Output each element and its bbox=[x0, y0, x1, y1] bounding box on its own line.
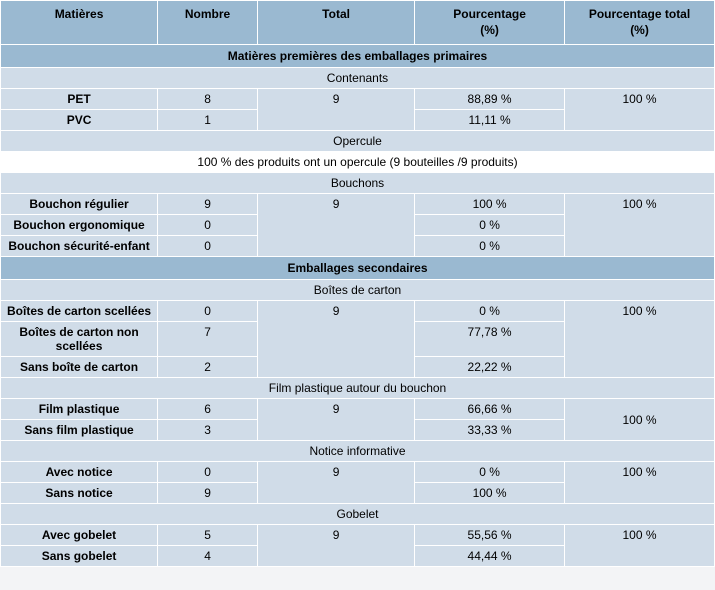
row-pcttotal: 100 % bbox=[565, 89, 715, 131]
subsection-row-film: Film plastique autour du bouchon bbox=[1, 378, 715, 399]
row-nb: 3 bbox=[158, 420, 258, 441]
row-pct: 0 % bbox=[415, 462, 565, 483]
row-total: 9 bbox=[258, 399, 415, 441]
section-title: Matières premières des emballages primai… bbox=[1, 45, 715, 68]
data-row: Avec notice 0 9 0 % 100 % bbox=[1, 462, 715, 483]
row-nb: 0 bbox=[158, 236, 258, 257]
row-label: Bouchon sécurité-enfant bbox=[1, 236, 158, 257]
row-nb: 6 bbox=[158, 399, 258, 420]
row-pcttotal: 100 % bbox=[565, 194, 715, 257]
subsection-title: Contenants bbox=[1, 68, 715, 89]
row-nb: 0 bbox=[158, 301, 258, 322]
row-total: 9 bbox=[258, 89, 415, 131]
data-row: Bouchon régulier 9 9 100 % 100 % bbox=[1, 194, 715, 215]
subsection-row-bouchons: Bouchons bbox=[1, 173, 715, 194]
subsection-title: Opercule bbox=[1, 131, 715, 152]
row-nb: 2 bbox=[158, 357, 258, 378]
row-nb: 0 bbox=[158, 215, 258, 236]
row-label: Film plastique bbox=[1, 399, 158, 420]
row-nb: 7 bbox=[158, 322, 258, 357]
row-label: Avec notice bbox=[1, 462, 158, 483]
row-label: Sans notice bbox=[1, 483, 158, 504]
row-total: 9 bbox=[258, 525, 415, 567]
row-nb: 4 bbox=[158, 546, 258, 567]
subsection-row-gobelet: Gobelet bbox=[1, 504, 715, 525]
note-text: 100 % des produits ont un opercule (9 bo… bbox=[1, 152, 715, 173]
section-row-secondary-title: Emballages secondaires bbox=[1, 257, 715, 280]
row-pct: 33,33 % bbox=[415, 420, 565, 441]
subsection-title: Film plastique autour du bouchon bbox=[1, 378, 715, 399]
section-title: Emballages secondaires bbox=[1, 257, 715, 280]
row-nb: 5 bbox=[158, 525, 258, 546]
row-label: Sans film plastique bbox=[1, 420, 158, 441]
col-header-matieres: Matières bbox=[1, 1, 158, 45]
row-nb: 9 bbox=[158, 194, 258, 215]
col-header-nombre: Nombre bbox=[158, 1, 258, 45]
row-nb: 9 bbox=[158, 483, 258, 504]
row-pct: 88,89 % bbox=[415, 89, 565, 110]
row-label: Boîtes de carton scellées bbox=[1, 301, 158, 322]
row-total: 9 bbox=[258, 301, 415, 378]
data-row: Boîtes de carton scellées 0 9 0 % 100 % bbox=[1, 301, 715, 322]
row-nb: 1 bbox=[158, 110, 258, 131]
row-pct: 0 % bbox=[415, 236, 565, 257]
note-row: 100 % des produits ont un opercule (9 bo… bbox=[1, 152, 715, 173]
row-pct: 0 % bbox=[415, 215, 565, 236]
col-header-pct: Pourcentage (%) bbox=[415, 1, 565, 45]
subsection-row-contenants: Contenants bbox=[1, 68, 715, 89]
row-pct: 44,44 % bbox=[415, 546, 565, 567]
row-pct: 0 % bbox=[415, 301, 565, 322]
section-row-primary-title: Matières premières des emballages primai… bbox=[1, 45, 715, 68]
subsection-row-boites: Boîtes de carton bbox=[1, 280, 715, 301]
row-total: 9 bbox=[258, 194, 415, 257]
data-row: PET 8 9 88,89 % 100 % bbox=[1, 89, 715, 110]
data-table: Matières Nombre Total Pourcentage (%) Po… bbox=[0, 0, 715, 567]
row-nb: 8 bbox=[158, 89, 258, 110]
row-pcttotal: 100 % bbox=[565, 399, 715, 441]
data-row: Film plastique 6 9 66,66 % 100 % bbox=[1, 399, 715, 420]
row-pcttotal: 100 % bbox=[565, 525, 715, 567]
subsection-title: Boîtes de carton bbox=[1, 280, 715, 301]
row-pct: 77,78 % bbox=[415, 322, 565, 357]
row-pct: 66,66 % bbox=[415, 399, 565, 420]
header-row: Matières Nombre Total Pourcentage (%) Po… bbox=[1, 1, 715, 45]
subsection-title: Bouchons bbox=[1, 173, 715, 194]
row-label: Bouchon régulier bbox=[1, 194, 158, 215]
row-label: Sans gobelet bbox=[1, 546, 158, 567]
row-pcttotal: 100 % bbox=[565, 301, 715, 378]
row-label: PVC bbox=[1, 110, 158, 131]
row-label: PET bbox=[1, 89, 158, 110]
row-pct: 100 % bbox=[415, 194, 565, 215]
subsection-row-opercule: Opercule bbox=[1, 131, 715, 152]
data-row: Avec gobelet 5 9 55,56 % 100 % bbox=[1, 525, 715, 546]
row-pct: 22,22 % bbox=[415, 357, 565, 378]
subsection-title: Notice informative bbox=[1, 441, 715, 462]
col-header-pcttotal: Pourcentage total (%) bbox=[565, 1, 715, 45]
row-label: Sans boîte de carton bbox=[1, 357, 158, 378]
row-nb: 0 bbox=[158, 462, 258, 483]
row-label: Boîtes de carton non scellées bbox=[1, 322, 158, 357]
row-total: 9 bbox=[258, 462, 415, 504]
subsection-title: Gobelet bbox=[1, 504, 715, 525]
row-label: Bouchon ergonomique bbox=[1, 215, 158, 236]
row-pct: 11,11 % bbox=[415, 110, 565, 131]
subsection-row-notice: Notice informative bbox=[1, 441, 715, 462]
row-pct: 55,56 % bbox=[415, 525, 565, 546]
row-pcttotal: 100 % bbox=[565, 462, 715, 504]
row-label: Avec gobelet bbox=[1, 525, 158, 546]
col-header-total: Total bbox=[258, 1, 415, 45]
row-pct: 100 % bbox=[415, 483, 565, 504]
